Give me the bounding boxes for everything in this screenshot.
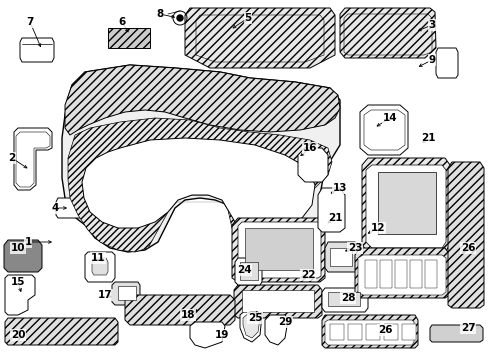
Polygon shape xyxy=(430,325,483,342)
Polygon shape xyxy=(325,242,358,272)
Polygon shape xyxy=(378,172,436,234)
Polygon shape xyxy=(380,260,392,288)
Polygon shape xyxy=(436,48,458,78)
Text: 28: 28 xyxy=(341,293,355,303)
Polygon shape xyxy=(298,148,328,182)
Polygon shape xyxy=(330,324,344,340)
Polygon shape xyxy=(82,138,315,228)
Text: 8: 8 xyxy=(156,9,164,19)
Text: 21: 21 xyxy=(328,213,342,223)
Text: 27: 27 xyxy=(461,323,475,333)
Polygon shape xyxy=(242,290,314,312)
Polygon shape xyxy=(232,218,325,282)
Polygon shape xyxy=(265,315,288,345)
Polygon shape xyxy=(4,240,42,272)
Text: 26: 26 xyxy=(461,243,475,253)
Polygon shape xyxy=(318,188,345,232)
Polygon shape xyxy=(425,260,437,288)
Text: 16: 16 xyxy=(303,143,317,153)
Polygon shape xyxy=(322,288,368,312)
Text: 13: 13 xyxy=(333,183,347,193)
Text: 23: 23 xyxy=(348,243,362,253)
Text: 20: 20 xyxy=(11,330,25,340)
Polygon shape xyxy=(325,320,414,345)
Polygon shape xyxy=(240,262,258,280)
Polygon shape xyxy=(185,8,335,68)
Polygon shape xyxy=(85,252,115,282)
Polygon shape xyxy=(360,105,408,155)
Text: 14: 14 xyxy=(383,113,397,123)
Polygon shape xyxy=(56,198,82,218)
Polygon shape xyxy=(108,28,150,48)
Text: 2: 2 xyxy=(8,153,16,163)
Polygon shape xyxy=(410,260,422,288)
Polygon shape xyxy=(235,258,262,285)
Polygon shape xyxy=(402,324,416,340)
Polygon shape xyxy=(328,292,360,306)
Text: 6: 6 xyxy=(119,17,125,27)
Text: 1: 1 xyxy=(24,237,32,247)
Text: 12: 12 xyxy=(371,223,385,233)
Polygon shape xyxy=(243,312,260,338)
Text: 25: 25 xyxy=(248,313,262,323)
Polygon shape xyxy=(112,282,140,305)
Polygon shape xyxy=(395,260,407,288)
Circle shape xyxy=(177,15,183,21)
Polygon shape xyxy=(14,128,52,190)
Polygon shape xyxy=(362,158,450,252)
Polygon shape xyxy=(234,285,322,318)
Polygon shape xyxy=(125,295,235,325)
Text: 18: 18 xyxy=(181,310,195,320)
Text: 4: 4 xyxy=(51,203,59,213)
Polygon shape xyxy=(62,65,340,258)
Text: 17: 17 xyxy=(98,290,112,300)
Text: 3: 3 xyxy=(428,20,436,30)
Polygon shape xyxy=(190,322,225,348)
Text: 21: 21 xyxy=(421,133,435,143)
Polygon shape xyxy=(322,315,418,348)
Text: 26: 26 xyxy=(378,325,392,335)
Polygon shape xyxy=(245,228,313,270)
Polygon shape xyxy=(365,260,377,288)
Polygon shape xyxy=(5,275,35,315)
Text: 10: 10 xyxy=(11,243,25,253)
Polygon shape xyxy=(68,118,332,254)
Polygon shape xyxy=(92,258,108,275)
Polygon shape xyxy=(348,324,362,340)
Text: 22: 22 xyxy=(301,270,315,280)
Text: 11: 11 xyxy=(91,253,105,263)
Polygon shape xyxy=(358,255,446,295)
Polygon shape xyxy=(240,308,262,342)
Polygon shape xyxy=(65,65,340,135)
Text: 19: 19 xyxy=(215,330,229,340)
Polygon shape xyxy=(20,38,54,62)
Polygon shape xyxy=(384,324,398,340)
Polygon shape xyxy=(5,318,118,345)
Polygon shape xyxy=(340,8,436,58)
Text: 29: 29 xyxy=(278,317,292,327)
Polygon shape xyxy=(330,248,352,266)
Text: 15: 15 xyxy=(11,277,25,287)
Polygon shape xyxy=(448,162,484,308)
Text: 7: 7 xyxy=(26,17,34,27)
Polygon shape xyxy=(118,286,136,300)
Polygon shape xyxy=(366,165,446,248)
Text: 24: 24 xyxy=(237,265,251,275)
Polygon shape xyxy=(355,248,450,298)
Text: 9: 9 xyxy=(428,55,436,65)
Polygon shape xyxy=(366,324,380,340)
Text: 5: 5 xyxy=(245,13,252,23)
Polygon shape xyxy=(238,222,321,278)
